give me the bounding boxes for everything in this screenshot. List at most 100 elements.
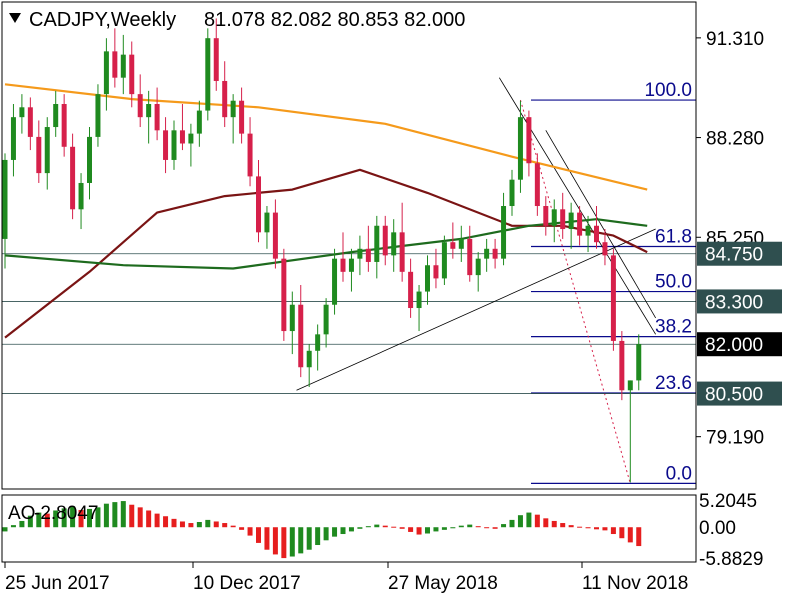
ao-bar[interactable] [2,527,8,532]
candle-body[interactable] [298,304,304,368]
candle-body[interactable] [577,212,583,236]
candle[interactable] [137,74,143,128]
candle-body[interactable] [264,212,270,233]
candle[interactable] [543,196,549,236]
price-level-badge[interactable]: 80.500 [697,381,782,406]
candle[interactable] [475,252,481,292]
candle-body[interactable] [492,248,498,259]
candle[interactable] [196,100,202,147]
ao-bar[interactable] [627,527,633,543]
ao-bar[interactable] [298,527,304,554]
candle-body[interactable] [475,258,481,276]
ao-bar[interactable] [239,527,245,530]
current-price-badge[interactable]: 82.000 [697,332,782,357]
candle[interactable] [332,248,338,315]
ao-bar[interactable] [188,523,194,528]
candle[interactable] [179,104,185,151]
candle-body[interactable] [154,104,160,131]
candle-body[interactable] [568,212,574,230]
candle[interactable] [382,215,388,266]
price-level-badge[interactable]: 84.750 [697,241,782,266]
candlesticks[interactable] [2,18,642,483]
candle[interactable] [399,202,405,282]
candle[interactable] [585,215,591,253]
candle[interactable] [222,61,228,128]
candle-body[interactable] [467,238,473,276]
candle[interactable] [374,215,380,279]
ao-bar[interactable] [53,510,59,528]
candle-body[interactable] [382,225,388,256]
ao-bar[interactable] [568,525,574,528]
candle[interactable] [27,97,33,151]
candle[interactable] [636,334,642,391]
candle-body[interactable] [87,136,92,183]
ao-bar[interactable] [348,527,354,532]
candle-body[interactable] [247,133,253,177]
candle[interactable] [602,229,608,266]
ao-bar[interactable] [416,527,422,535]
ao-bar[interactable] [213,521,219,528]
candle-body[interactable] [230,100,236,118]
ao-bar[interactable] [332,527,338,537]
ao-bar[interactable] [602,527,608,531]
ao-bar[interactable] [19,520,25,528]
candle-body[interactable] [408,271,414,309]
ao-bar[interactable] [44,513,50,528]
ao-bar[interactable] [441,527,447,530]
candle-body[interactable] [171,130,177,160]
ao-bar[interactable] [163,516,169,528]
price-panel[interactable]: 100.0 61.8 50.0 38.2 23.6 0.0 [2,18,696,484]
candle[interactable] [10,104,16,177]
candle[interactable] [61,94,67,157]
candle-body[interactable] [365,248,371,262]
ao-bar[interactable] [534,514,540,528]
resistance-trendline[interactable] [498,77,656,335]
candle-body[interactable] [95,94,101,137]
candle-body[interactable] [517,117,523,180]
ao-bar[interactable] [636,527,642,547]
ao-bar[interactable] [382,525,388,528]
ao-bar[interactable] [492,527,498,529]
candle-body[interactable] [636,344,642,381]
candle-body[interactable] [256,176,261,233]
ao-bar[interactable] [256,527,261,543]
candle[interactable] [154,87,160,141]
time-axis[interactable]: 25 Jun 2017 10 Dec 2017 27 May 2018 11 Nov … [4,562,688,594]
candle[interactable] [340,232,346,282]
ao-bar[interactable] [112,502,118,528]
ao-bar[interactable] [619,527,625,539]
candle-body[interactable] [188,133,194,144]
candle-body[interactable] [27,107,33,137]
candle[interactable] [509,169,515,216]
ao-bar[interactable] [146,510,152,528]
candle-body[interactable] [2,159,8,239]
candle[interactable] [205,28,211,121]
ao-bar[interactable] [129,504,135,528]
ao-bar[interactable] [196,521,202,528]
candle[interactable] [425,255,430,305]
ao-bar[interactable] [120,501,126,528]
price-level-badge[interactable]: 83.300 [697,289,782,314]
candle-body[interactable] [323,304,329,335]
candle[interactable] [103,38,109,111]
ao-bar[interactable] [357,527,363,529]
candle-body[interactable] [281,258,287,332]
candle[interactable] [36,120,42,183]
ao-bar[interactable] [594,527,599,530]
candle[interactable] [70,133,76,220]
ao-bar[interactable] [425,527,430,534]
ao-bar[interactable] [154,513,160,528]
candle-body[interactable] [103,51,109,95]
ao-bar[interactable] [137,507,143,528]
trendlines[interactable] [296,77,656,391]
candle-body[interactable] [391,232,397,256]
candle-body[interactable] [551,209,557,226]
ao-bar[interactable] [509,519,515,528]
candle-body[interactable] [306,350,312,368]
candle[interactable] [577,206,583,246]
candle-body[interactable] [289,304,295,332]
candle[interactable] [492,238,498,269]
candle-body[interactable] [272,212,278,259]
candle[interactable] [458,225,464,262]
